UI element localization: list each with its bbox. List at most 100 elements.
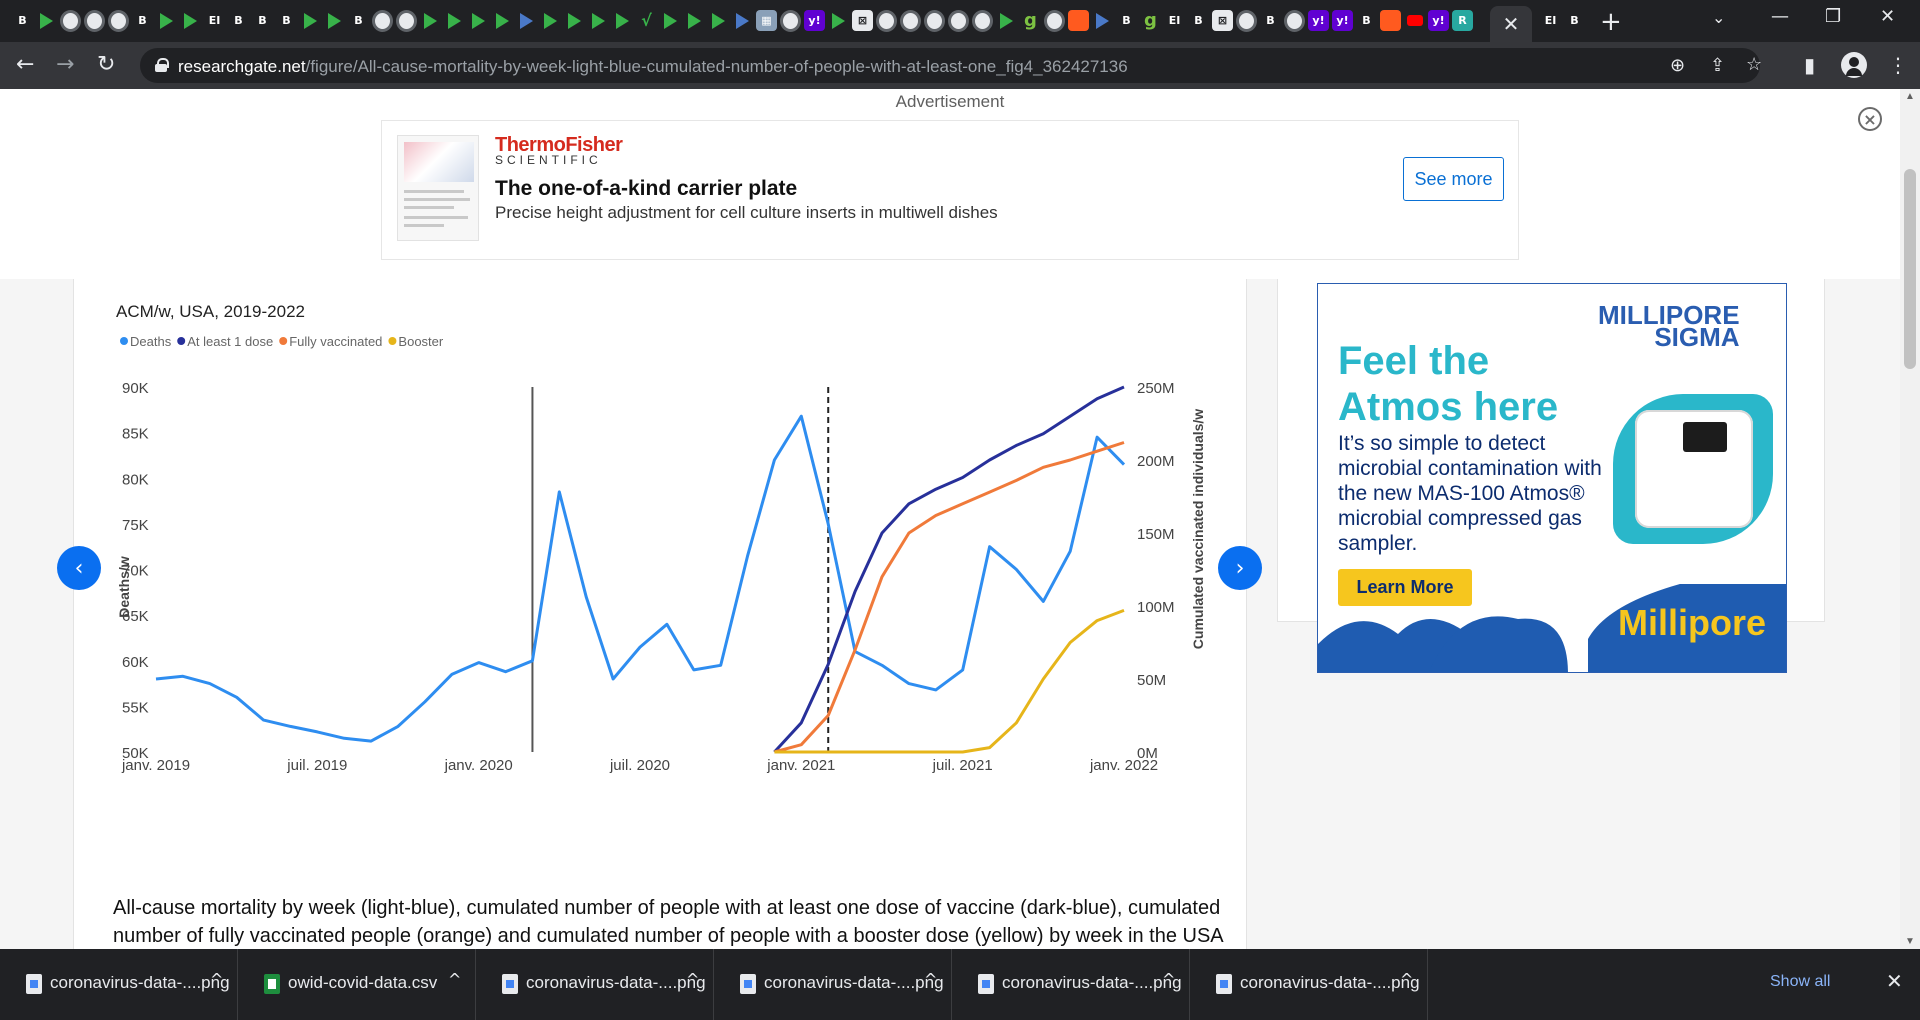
- side-panel-icon[interactable]: ▮: [1804, 53, 1816, 77]
- prev-figure-button[interactable]: ‹: [57, 546, 101, 590]
- tab-favicon-icon[interactable]: [468, 10, 489, 31]
- download-item[interactable]: coronavirus-data-....png ^: [0, 949, 238, 1020]
- tab-favicon-icon[interactable]: [1404, 10, 1425, 31]
- tab-favicon-icon[interactable]: [300, 10, 321, 31]
- next-figure-button[interactable]: ›: [1218, 546, 1262, 590]
- tab-favicon-icon[interactable]: [1044, 10, 1065, 31]
- tab-favicon-icon[interactable]: [684, 10, 705, 31]
- reload-button[interactable]: ↻: [97, 52, 116, 77]
- url-text[interactable]: researchgate.net/figure/All-cause-mortal…: [178, 57, 1128, 77]
- active-tab-close-button[interactable]: ✕: [1490, 6, 1532, 42]
- tab-favicon-icon[interactable]: [84, 10, 105, 31]
- tab-favicon-icon[interactable]: [780, 10, 801, 31]
- tab-favicon-icon[interactable]: [1236, 10, 1257, 31]
- minimize-button[interactable]: —: [1771, 6, 1789, 27]
- tab-favicon-icon[interactable]: B: [1570, 14, 1579, 27]
- tab-favicon-icon[interactable]: [1068, 10, 1089, 31]
- profile-avatar-icon[interactable]: [1841, 52, 1867, 78]
- learn-more-button[interactable]: Learn More: [1338, 569, 1472, 606]
- tab-favicon-icon[interactable]: B: [1122, 14, 1131, 27]
- see-more-button[interactable]: See more: [1403, 157, 1504, 201]
- share-icon[interactable]: ⇪: [1710, 55, 1726, 76]
- tab-favicon-icon[interactable]: B: [1266, 14, 1275, 27]
- tab-favicon-icon[interactable]: [540, 10, 561, 31]
- tab-favicon-icon[interactable]: B: [18, 14, 27, 27]
- tab-favicon-icon[interactable]: [948, 10, 969, 31]
- tab-favicon-icon[interactable]: B: [234, 14, 243, 27]
- scroll-up-icon[interactable]: ▲: [1905, 91, 1915, 102]
- download-item[interactable]: coronavirus-data-....png ^: [1190, 949, 1428, 1020]
- tab-favicon-icon[interactable]: y!: [1332, 10, 1353, 31]
- tab-favicon-icon[interactable]: B: [1362, 14, 1371, 27]
- tab-favicon-icon[interactable]: [1284, 10, 1305, 31]
- tab-favicon-icon[interactable]: g: [1024, 10, 1037, 31]
- download-item[interactable]: coronavirus-data-....png ^: [476, 949, 714, 1020]
- chevron-up-icon[interactable]: ^: [924, 970, 938, 989]
- tab-favicon-icon[interactable]: [996, 10, 1017, 31]
- chevron-up-icon[interactable]: ^: [686, 970, 700, 989]
- tab-favicon-icon[interactable]: [108, 10, 129, 31]
- tab-favicon-icon[interactable]: EI: [1168, 14, 1181, 27]
- tab-favicon-icon[interactable]: [492, 10, 513, 31]
- tab-favicon-icon[interactable]: ⊠: [1212, 10, 1233, 31]
- tab-favicon-icon[interactable]: [732, 10, 753, 31]
- tab-favicon-icon[interactable]: ▦: [756, 10, 777, 31]
- tab-favicon-icon[interactable]: [420, 10, 441, 31]
- browser-menu-icon[interactable]: ⋮: [1888, 53, 1908, 77]
- tab-favicon-icon[interactable]: B: [282, 14, 291, 27]
- tab-favicon-icon[interactable]: [444, 10, 465, 31]
- tab-favicon-icon[interactable]: [876, 10, 897, 31]
- lock-icon[interactable]: [155, 58, 169, 72]
- tab-favicon-icon[interactable]: [1092, 10, 1113, 31]
- tab-favicon-icon[interactable]: y!: [804, 10, 825, 31]
- tab-favicon-icon[interactable]: [612, 10, 633, 31]
- tab-search-button[interactable]: ⌄: [1712, 8, 1726, 27]
- download-item[interactable]: coronavirus-data-....png ^: [714, 949, 952, 1020]
- scroll-thumb[interactable]: [1904, 169, 1916, 369]
- page-scrollbar[interactable]: ▲ ▼: [1900, 89, 1920, 949]
- tab-favicon-icon[interactable]: y!: [1308, 10, 1329, 31]
- show-all-downloads-button[interactable]: Show all: [1770, 973, 1831, 990]
- maximize-button[interactable]: ❐: [1825, 6, 1842, 27]
- tab-favicon-icon[interactable]: B: [1194, 14, 1203, 27]
- tab-favicon-icon[interactable]: [588, 10, 609, 31]
- zoom-icon[interactable]: ⊕: [1670, 55, 1686, 76]
- tab-favicon-icon[interactable]: B: [354, 14, 363, 27]
- tab-favicon-icon[interactable]: ⊠: [852, 10, 873, 31]
- back-button[interactable]: ←: [16, 52, 35, 77]
- address-bar[interactable]: researchgate.net/figure/All-cause-mortal…: [140, 48, 1763, 83]
- tab-favicon-icon[interactable]: [36, 10, 57, 31]
- tab-favicon-icon[interactable]: y!: [1428, 10, 1449, 31]
- tab-favicon-icon[interactable]: [660, 10, 681, 31]
- tab-favicon-icon[interactable]: B: [138, 14, 147, 27]
- tab-favicon-icon[interactable]: [708, 10, 729, 31]
- tab-favicon-icon[interactable]: [972, 10, 993, 31]
- tab-favicon-icon[interactable]: √: [641, 11, 652, 30]
- tab-favicon-icon[interactable]: [1380, 10, 1401, 31]
- tab-favicon-icon[interactable]: [396, 10, 417, 31]
- tab-favicon-icon[interactable]: EI: [208, 14, 221, 27]
- chevron-up-icon[interactable]: ^: [1400, 970, 1414, 989]
- millipore-ad[interactable]: MILLIPORE SIGMA Feel the Atmos here It’s…: [1317, 283, 1787, 673]
- tab-favicon-icon[interactable]: B: [258, 14, 267, 27]
- bookmark-star-icon[interactable]: ☆: [1746, 54, 1763, 75]
- forward-button[interactable]: →: [56, 52, 75, 77]
- chevron-up-icon[interactable]: ^: [448, 970, 462, 989]
- download-item[interactable]: coronavirus-data-....png ^: [952, 949, 1190, 1020]
- ad-close-icon[interactable]: ×: [1858, 107, 1882, 131]
- tab-favicon-icon[interactable]: [900, 10, 921, 31]
- tab-favicon-icon[interactable]: [516, 10, 537, 31]
- tab-favicon-icon[interactable]: [564, 10, 585, 31]
- tab-favicon-icon[interactable]: [60, 10, 81, 31]
- tab-favicon-icon[interactable]: [324, 10, 345, 31]
- tab-favicon-icon[interactable]: [372, 10, 393, 31]
- download-item[interactable]: owid-covid-data.csv ^: [238, 949, 476, 1020]
- chevron-up-icon[interactable]: ^: [210, 970, 224, 989]
- tab-favicon-icon[interactable]: g: [1144, 10, 1157, 31]
- tab-favicon-icon[interactable]: EI: [1544, 14, 1557, 27]
- close-window-button[interactable]: ✕: [1880, 6, 1896, 27]
- tab-favicon-icon[interactable]: [156, 10, 177, 31]
- new-tab-button[interactable]: +: [1600, 7, 1622, 37]
- tab-favicon-icon[interactable]: [180, 10, 201, 31]
- close-download-shelf-button[interactable]: ✕: [1886, 969, 1903, 993]
